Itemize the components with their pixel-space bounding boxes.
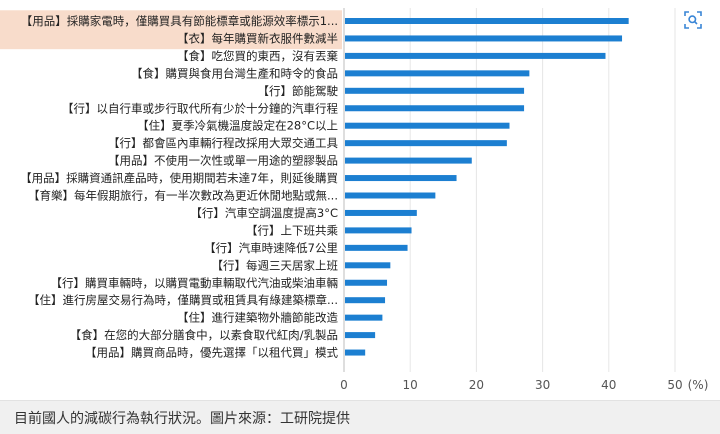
bar: [345, 18, 629, 24]
category-label: 【行】購買車輛時，以購買電動車輛取代汽油或柴油車輛: [51, 276, 339, 290]
category-label: 【食】吃您買的東西，沒有丟棄: [177, 49, 338, 63]
bar: [345, 297, 386, 304]
bar: [345, 209, 417, 216]
bar: [345, 349, 366, 356]
bar: [345, 35, 623, 42]
bar: [345, 314, 383, 321]
category-label: 【行】都會區內車輛行程改採用大眾交通工具: [108, 136, 338, 150]
bar: [345, 332, 376, 339]
bar: [345, 157, 472, 164]
zoom-button[interactable]: [683, 10, 703, 30]
x-tick-label: 50: [667, 378, 682, 392]
category-label: 【行】上下班共乘: [246, 223, 338, 237]
category-label: 【住】進行建築物外牆節能改造: [177, 311, 338, 325]
caption-text: 目前國人的減碳行為執行狀況。圖片來源：工研院提供: [14, 411, 350, 427]
x-tick-label: 30: [535, 378, 550, 392]
x-unit-label: (%): [688, 378, 709, 392]
x-tick-label: 20: [469, 378, 484, 392]
category-label: 【育樂】每年假期旅行，有一半次數改為更近休閒地點或無...: [28, 189, 338, 203]
category-label: 【住】夏季冷氣機溫度設定在28°C以上: [137, 119, 338, 133]
category-label: 【用品】購買商品時，優先選擇「以租代買」模式: [85, 346, 338, 360]
highlight-band: [0, 10, 342, 50]
category-label: 【用品】採購資通訊產品時，使用期間若未達7年，則延後購買: [20, 171, 338, 185]
category-label: 【行】每週三天居家上班: [212, 258, 339, 272]
category-label: 【衣】每年購買新衣服件數減半: [177, 31, 338, 45]
bar: [345, 175, 457, 182]
caption-bar: 目前國人的減碳行為執行狀況。圖片來源：工研院提供: [0, 400, 720, 434]
category-label: 【食】購買與食用台灣生產和時令的食品: [131, 66, 338, 80]
category-label: 【用品】採購家電時，僅購買具有節能標章或能源效率標示1...: [21, 14, 338, 28]
category-label: 【用品】不使用一次性或單一用途的塑膠製品: [108, 154, 338, 168]
bar: [345, 52, 606, 59]
bar: [345, 244, 408, 251]
bar-chart: 【用品】採購家電時，僅購買具有節能標章或能源效率標示1... 【衣】每年購買新衣服…: [0, 8, 709, 392]
bar: [345, 192, 436, 199]
bar: [345, 262, 391, 269]
category-label: 【行】汽車時速降低7公里: [204, 241, 338, 255]
zoom-icon: [684, 11, 702, 29]
category-label: 【行】節能駕駛: [258, 84, 339, 98]
x-tick-label: 0: [340, 378, 348, 392]
category-label: 【行】汽車空調溫度提高3°C: [190, 206, 338, 220]
category-label: 【食】在您的大部分膳食中，以素食取代紅肉/乳製品: [70, 328, 338, 342]
bar: [345, 140, 507, 147]
bar: [345, 87, 525, 94]
category-label: 【行】以自行車或步行取代所有少於十分鐘的汽車行程: [62, 101, 338, 115]
bar: [345, 70, 530, 77]
bar: [345, 227, 412, 234]
x-tick-label: 40: [601, 378, 616, 392]
category-label: 【住】進行房屋交易行為時，僅購買或租賃具有綠建築標章...: [28, 293, 338, 307]
bar: [345, 279, 388, 286]
bar: [345, 105, 525, 112]
x-tick-label: 10: [403, 378, 418, 392]
chart-area: 【用品】採購家電時，僅購買具有節能標章或能源效率標示1... 【衣】每年購買新衣服…: [0, 8, 709, 392]
bar: [345, 122, 510, 129]
